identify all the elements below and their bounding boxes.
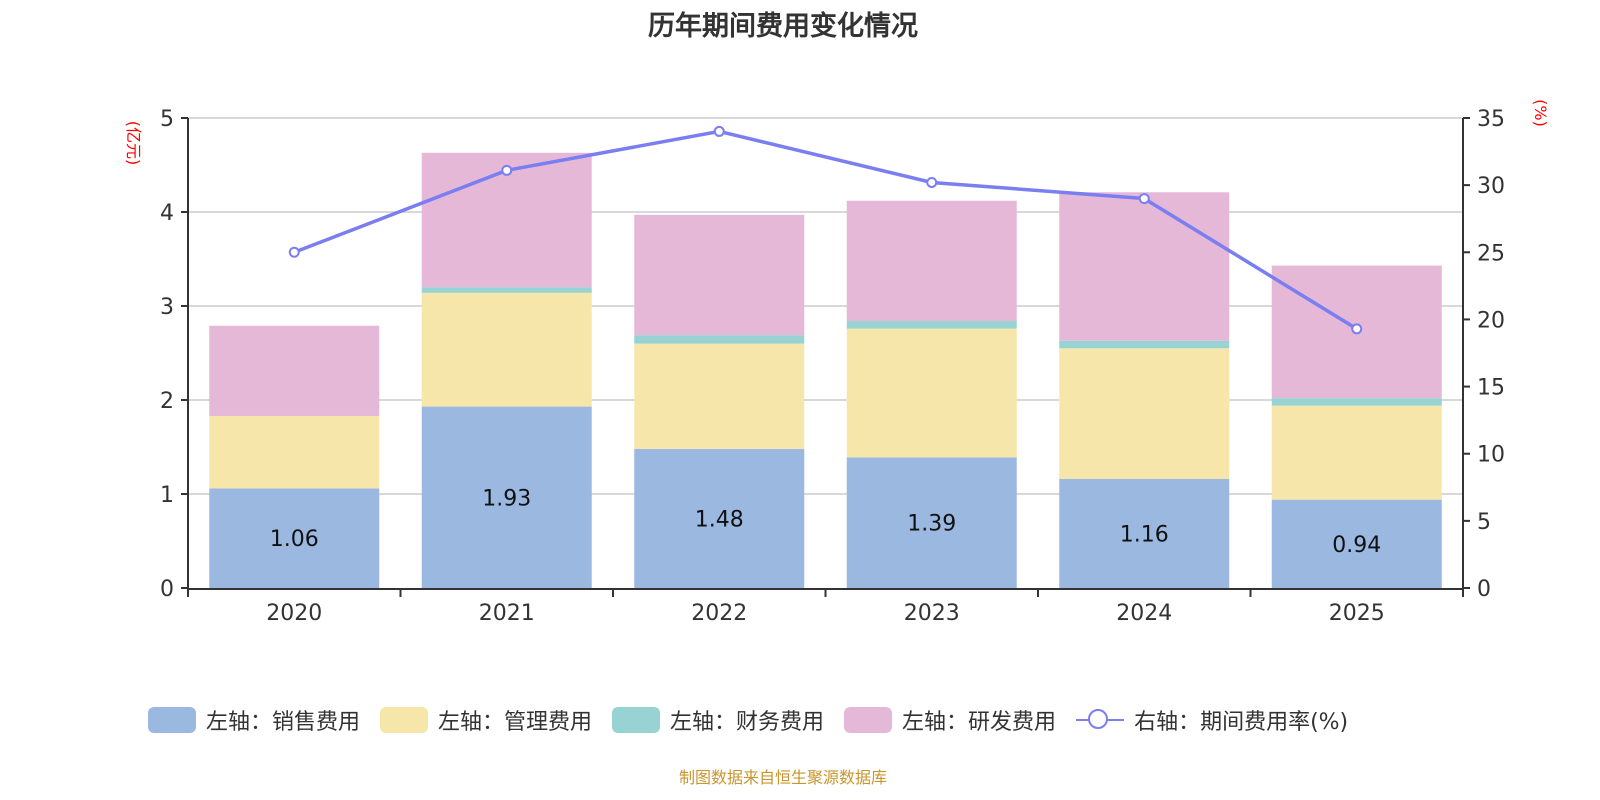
x-axis-tick-label: 2025 xyxy=(1329,601,1385,626)
legend-item-rate[interactable]: 右轴：期间费用率(%) xyxy=(1076,704,1348,736)
bar-segment-admin xyxy=(209,415,380,489)
bar-segment-sales xyxy=(846,457,1017,588)
bar-segment-admin xyxy=(421,292,592,407)
right-axis-tick-label: 30 xyxy=(1477,174,1505,199)
rate-point xyxy=(501,164,513,176)
bar-segment-finance xyxy=(1059,340,1230,349)
bar-segment-finance xyxy=(846,321,1017,329)
left-axis-tick-label: 0 xyxy=(160,577,174,602)
right-axis-unit-label: (%) xyxy=(1531,99,1550,127)
bar-segment-rd xyxy=(846,200,1017,322)
x-axis-tick-label: 2024 xyxy=(1116,601,1172,626)
bar-segment-finance xyxy=(421,287,592,293)
left-axis-unit-label: (亿元) xyxy=(124,121,143,166)
right-axis-tick-label: 20 xyxy=(1477,308,1505,333)
left-axis-tick-label: 2 xyxy=(160,389,174,414)
legend-swatch-admin xyxy=(380,707,429,733)
x-axis-tick-label: 2022 xyxy=(691,601,747,626)
left-axis-tick-label: 4 xyxy=(160,201,174,226)
legend-label-rd: 左轴：研发费用 xyxy=(902,710,1057,735)
bar-segment-finance xyxy=(1271,398,1442,406)
legend-item-rd[interactable]: 左轴：研发费用 xyxy=(844,704,1056,736)
rate-point xyxy=(713,125,725,137)
right-axis-tick-label: 35 xyxy=(1477,107,1505,132)
x-axis-tick-label: 2021 xyxy=(479,601,535,626)
legend-label-finance: 左轴：财务费用 xyxy=(670,710,825,735)
rate-point xyxy=(1351,323,1363,335)
rate-point xyxy=(288,246,300,258)
bar-segment-admin xyxy=(634,343,805,449)
left-axis-tick-label: 3 xyxy=(160,295,174,320)
bar-segment-sales xyxy=(634,448,805,588)
bar-segment-admin xyxy=(1059,348,1230,479)
bar-segment-admin xyxy=(846,328,1017,458)
bar-value-label: 1.16 xyxy=(1120,522,1169,547)
right-axis-tick-label: 25 xyxy=(1477,241,1505,266)
left-axis-tick-label: 1 xyxy=(160,483,174,508)
legend: 左轴：销售费用 左轴：管理费用 左轴：财务费用 左轴：研发费用 右轴：期间费用率… xyxy=(148,704,1368,736)
rate-point xyxy=(926,176,938,188)
bar-value-label: 0.94 xyxy=(1332,533,1381,558)
right-axis-tick-label: 10 xyxy=(1477,443,1505,468)
rate-point xyxy=(1138,193,1150,205)
legend-item-finance[interactable]: 左轴：财务费用 xyxy=(612,704,824,736)
bar-segment-admin xyxy=(1271,405,1442,500)
bar-segment-rd xyxy=(209,325,380,416)
bar-segment-sales xyxy=(209,488,380,588)
legend-item-sales[interactable]: 左轴：销售费用 xyxy=(148,704,360,736)
legend-label-rate: 右轴：期间费用率(%) xyxy=(1134,710,1349,735)
right-axis-tick-label: 0 xyxy=(1477,577,1491,602)
x-axis-tick-label: 2020 xyxy=(266,601,322,626)
legend-swatch-sales xyxy=(148,707,196,733)
right-axis-tick-label: 15 xyxy=(1477,376,1505,401)
bar-value-label: 1.39 xyxy=(907,512,956,537)
right-axis-tick-label: 5 xyxy=(1477,510,1491,535)
bar-segment-rd xyxy=(634,214,805,336)
bar-segment-finance xyxy=(634,335,805,344)
legend-label-admin: 左轴：管理费用 xyxy=(438,710,593,735)
rate-line xyxy=(293,129,1358,331)
bar-segment-sales xyxy=(1271,499,1442,588)
legend-swatch-finance xyxy=(612,707,661,733)
left-axis-tick-label: 5 xyxy=(160,107,174,132)
chart-area: 01234505101520253035(亿元)(%)1.0620201.932… xyxy=(124,99,1550,626)
chart-title: 历年期间费用变化情况 xyxy=(648,11,918,42)
legend-label-sales: 左轴：销售费用 xyxy=(206,710,361,735)
legend-line-marker-icon xyxy=(1076,707,1125,733)
legend-item-admin[interactable]: 左轴：管理费用 xyxy=(380,704,592,736)
source-footer: 制图数据来自恒生聚源数据库 xyxy=(678,768,887,787)
legend-swatch-rd xyxy=(844,707,893,733)
x-axis-tick-label: 2023 xyxy=(904,601,960,626)
bar-value-label: 1.93 xyxy=(482,486,531,511)
bar-value-label: 1.06 xyxy=(270,527,319,552)
bar-segment-sales xyxy=(421,406,592,588)
bar-value-label: 1.48 xyxy=(695,507,744,532)
bar-segment-rd xyxy=(1059,192,1230,341)
bar-segment-sales xyxy=(1059,478,1230,588)
